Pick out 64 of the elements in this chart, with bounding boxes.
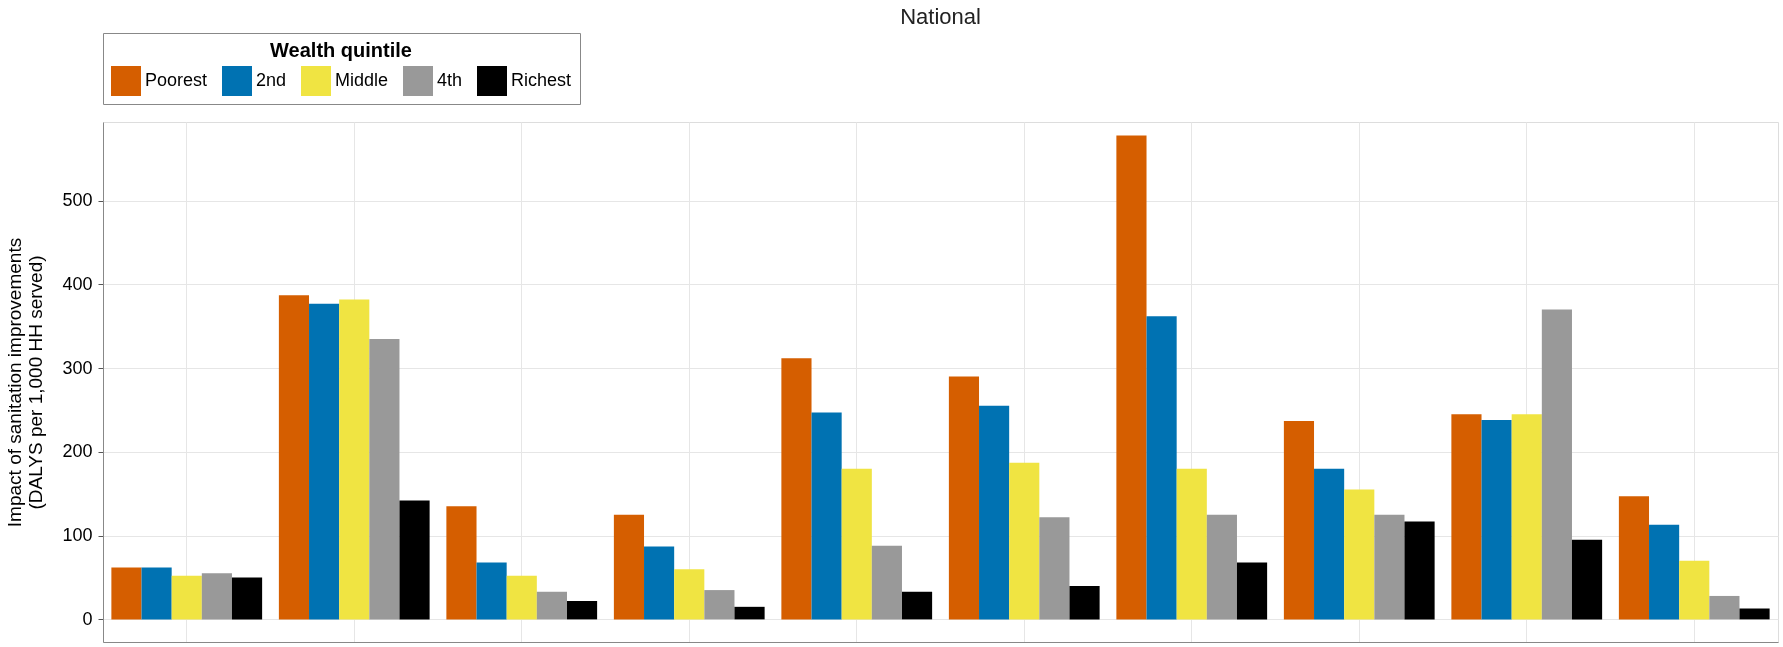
bar [1069,585,1100,620]
bar [644,546,675,620]
bar [231,577,263,620]
bar [1374,514,1405,620]
y-tick-label: 100 [62,525,93,546]
bar [901,591,933,620]
bar [1116,135,1147,620]
bar [1679,560,1710,620]
bar [536,591,567,620]
bar [1314,468,1345,620]
bar [871,545,902,620]
bar [1541,309,1572,620]
bar [1404,521,1435,620]
bar [841,468,872,620]
bar [446,506,477,620]
bar [339,299,370,620]
legend-label: Middle [335,70,389,90]
y-tick-label: 500 [62,190,93,211]
legend-label: 4th [437,70,463,90]
bar [674,569,705,620]
bar [1739,608,1770,620]
bar [979,405,1010,620]
y-axis-title: Impact of sanitation improvements (DALYS per 1,000 HH served) [4,237,47,528]
bar [1511,414,1542,620]
legend-label: Richest [511,70,572,90]
bar [1283,420,1315,620]
y-tick-label: 300 [62,357,93,378]
bar [309,303,340,620]
bar [1146,316,1177,620]
bar [811,412,842,620]
bar [1039,517,1070,620]
bar [111,567,142,620]
bar [369,338,400,620]
bar [1206,514,1237,620]
bar [506,575,537,620]
bar [476,562,507,620]
bar [1571,539,1603,620]
bar [171,575,202,620]
bar [278,295,310,620]
legend-label: Poorest [145,70,208,90]
bar [734,606,765,620]
y-tick-label: 0 [82,608,93,629]
legend-title: Wealth quintile [270,39,412,61]
chart-title: National [900,3,981,29]
bar [948,376,980,620]
bar [566,600,598,620]
bar [781,358,812,620]
legend-label: 2nd [256,70,287,90]
bar [613,514,645,620]
bar [1481,420,1512,620]
bar [399,500,430,620]
bar [1344,489,1375,620]
bar [141,567,172,620]
bar [1709,595,1740,620]
bar [1451,414,1482,620]
bar [1649,524,1680,620]
bar [201,573,232,620]
y-tick-label: 200 [62,441,93,462]
bar [1176,468,1207,620]
bar [1009,462,1040,620]
bar [1236,562,1268,620]
bar [1618,496,1650,620]
bar [704,590,735,620]
y-tick-label: 400 [62,273,93,294]
